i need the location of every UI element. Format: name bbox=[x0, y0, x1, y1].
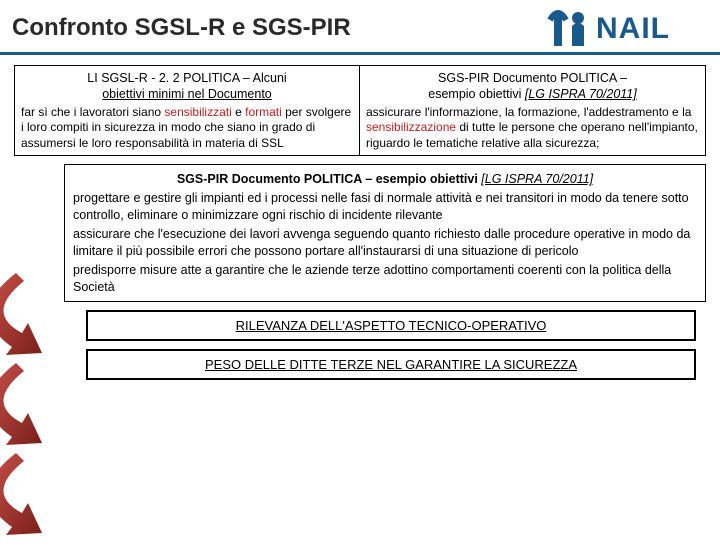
svg-text:NAIL: NAIL bbox=[596, 12, 670, 45]
t: formati bbox=[245, 105, 282, 119]
decorative-arrows bbox=[0, 273, 76, 553]
t: [LG ISPRA 70/2011] bbox=[481, 172, 593, 186]
right-column: SGS-PIR Documento POLITICA – esempio obi… bbox=[360, 66, 705, 155]
t: sensibilizzati bbox=[164, 105, 231, 119]
slide-title: Confronto SGSL-R e SGS-PIR bbox=[12, 14, 351, 42]
right-heading: SGS-PIR Documento POLITICA – esempio obi… bbox=[366, 70, 699, 103]
objective-3: predisporre misure atte a garantire che … bbox=[73, 262, 697, 296]
inail-logo: NAIL bbox=[544, 8, 704, 48]
t: sensibilizzazione bbox=[366, 120, 456, 134]
objectives-heading: SGS-PIR Documento POLITICA – esempio obi… bbox=[73, 171, 697, 188]
banner-technical: RILEVANZA DELL'ASPETTO TECNICO-OPERATIVO bbox=[86, 310, 696, 341]
right-h2a: esempio obiettivi bbox=[428, 87, 525, 101]
t: SGS-PIR Documento POLITICA – esempio obi… bbox=[177, 172, 481, 186]
t: e bbox=[232, 105, 245, 119]
content-area: LI SGSL-R - 2. 2 POLITICA – Alcuni obiet… bbox=[0, 55, 720, 394]
left-h2: obiettivi minimi nel Documento bbox=[102, 87, 272, 101]
left-column: LI SGSL-R - 2. 2 POLITICA – Alcuni obiet… bbox=[15, 66, 360, 155]
left-h1: LI SGSL-R - 2. 2 POLITICA – Alcuni bbox=[87, 71, 286, 85]
left-body: far sì che i lavoratori siano sensibiliz… bbox=[21, 105, 353, 152]
conclusion-banners: RILEVANZA DELL'ASPETTO TECNICO-OPERATIVO… bbox=[86, 310, 696, 380]
objectives-box: SGS-PIR Documento POLITICA – esempio obi… bbox=[64, 164, 706, 302]
right-h2b: [LG ISPRA 70/2011] bbox=[525, 87, 637, 101]
right-body: assicurare l'informazione, la formazione… bbox=[366, 105, 699, 152]
objective-2: assicurare che l'esecuzione dei lavori a… bbox=[73, 226, 697, 260]
banner-third-parties: PESO DELLE DITTE TERZE NEL GARANTIRE LA … bbox=[86, 349, 696, 380]
left-heading: LI SGSL-R - 2. 2 POLITICA – Alcuni obiet… bbox=[21, 70, 353, 103]
header: Confronto SGSL-R e SGS-PIR NAIL bbox=[0, 0, 720, 55]
comparison-table: LI SGSL-R - 2. 2 POLITICA – Alcuni obiet… bbox=[14, 65, 706, 156]
right-h1: SGS-PIR Documento POLITICA – bbox=[438, 71, 627, 85]
objective-1: progettare e gestire gli impianti ed i p… bbox=[73, 190, 697, 224]
t: far sì che i lavoratori siano bbox=[21, 105, 164, 119]
t: assicurare l'informazione, la formazione… bbox=[366, 105, 691, 119]
